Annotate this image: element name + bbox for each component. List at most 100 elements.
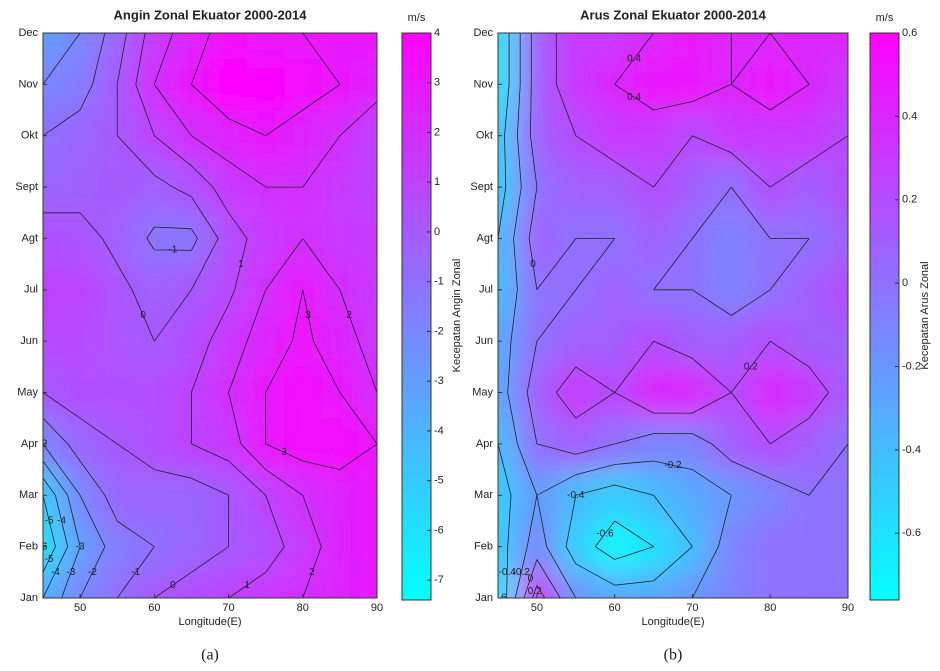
field-cell	[61, 366, 99, 419]
field-cell	[358, 418, 377, 470]
y-tick-label: May	[17, 386, 38, 398]
field-cell	[556, 315, 596, 367]
field-cell	[321, 469, 359, 521]
colorbar-tick-label: 0.2	[902, 194, 917, 206]
colorbar-tick-label: -7	[434, 574, 444, 586]
chart-title: Angin Zonal Ekuator 2000-2014	[114, 7, 308, 22]
contour-label: -2	[88, 567, 97, 578]
contour-line	[43, 33, 198, 598]
field-cell	[284, 572, 322, 598]
field-cell	[517, 33, 557, 59]
colorbar-tick-label: -1	[434, 276, 444, 288]
field-cell	[172, 161, 210, 213]
contour-label: 0.4	[627, 53, 641, 64]
field-cell	[135, 212, 173, 265]
field-cell	[498, 469, 518, 521]
contour-label: 2	[346, 310, 352, 321]
y-tick-label: Dec	[18, 27, 38, 39]
field	[498, 33, 848, 598]
field-cell	[828, 212, 848, 265]
field-cell	[43, 33, 62, 59]
field-cell	[321, 572, 359, 598]
x-tick-label: 60	[609, 602, 621, 614]
field-cell	[595, 315, 635, 367]
colorbar	[401, 32, 432, 601]
field-cell	[358, 110, 377, 162]
field-cell	[358, 469, 377, 521]
field-cell	[556, 161, 596, 213]
field-cell	[172, 520, 210, 573]
field-cell	[750, 366, 790, 419]
field-cell	[517, 572, 557, 598]
contour-label: -5	[45, 554, 54, 565]
field-cell	[358, 520, 377, 573]
field-cell	[673, 58, 712, 111]
contour-label: 3	[305, 310, 311, 321]
contour-label: -0.2	[513, 567, 531, 578]
colorbar-tick-label: 2	[434, 126, 440, 138]
field-cell	[828, 33, 848, 59]
field-cell	[828, 58, 848, 111]
field-cell	[43, 520, 62, 573]
field-cell	[789, 366, 829, 419]
caption: (b)	[664, 647, 683, 664]
field-cell	[210, 161, 248, 213]
contour-label: -3	[66, 567, 75, 578]
contour-line	[43, 495, 56, 573]
field-cell	[789, 520, 829, 573]
contour-label: 0.2	[744, 362, 758, 373]
field-cell	[210, 264, 248, 316]
colorbar-tick-label: 0.4	[902, 110, 917, 122]
field-cell	[498, 161, 518, 213]
field-cell	[210, 110, 248, 162]
contour-line	[43, 33, 229, 598]
field-cell	[61, 33, 99, 59]
x-tick-label: 80	[297, 602, 309, 614]
field-cell	[135, 469, 173, 521]
y-tick-label: Jun	[475, 335, 493, 347]
y-tick-label: Okt	[476, 130, 493, 142]
field-cell	[135, 161, 173, 213]
field-cell	[789, 110, 829, 162]
field-cell	[673, 161, 712, 213]
field-cell	[711, 264, 751, 316]
field-cell	[98, 520, 136, 573]
field-cell	[828, 366, 848, 419]
field-cell	[43, 572, 62, 598]
field-cell	[98, 161, 136, 213]
field-cell	[210, 58, 248, 111]
y-tick-label: Nov	[18, 78, 38, 90]
field-cell	[247, 58, 285, 111]
field-cell	[556, 418, 596, 470]
contour-label: -4	[57, 516, 66, 527]
field-cell	[284, 418, 322, 470]
field-cell	[247, 520, 285, 573]
field-cell	[172, 33, 210, 59]
field-cell	[750, 33, 790, 59]
field-cell	[284, 33, 322, 59]
field-cell	[556, 110, 596, 162]
field-cell	[172, 469, 210, 521]
field-cell	[358, 264, 377, 316]
y-tick-label: Sept	[470, 181, 493, 193]
colorbar-label: Kecepatan Angin Zonal	[451, 259, 463, 373]
contour-label: -0.4	[567, 490, 585, 501]
colorbar-tick-label: 1	[434, 176, 440, 188]
field-cell	[711, 520, 751, 573]
x-axis-label: Longitude(E)	[642, 616, 705, 628]
field-cell	[789, 264, 829, 316]
field-cell	[517, 212, 557, 265]
colorbar-tick-label: 0.6	[902, 27, 917, 39]
chart-title: Arus Zonal Ekuator 2000-2014	[580, 7, 766, 22]
contour-label: 0	[140, 310, 146, 321]
contour-label: 0	[530, 259, 536, 270]
field-cell	[135, 572, 173, 598]
field-cell	[358, 33, 377, 59]
contour-label: -3	[76, 541, 85, 552]
field-cell	[498, 212, 518, 265]
y-tick-label: Apr	[476, 438, 493, 450]
contour-label: 3	[281, 447, 287, 458]
field-cell	[828, 520, 848, 573]
contour-label: -4	[51, 567, 60, 578]
